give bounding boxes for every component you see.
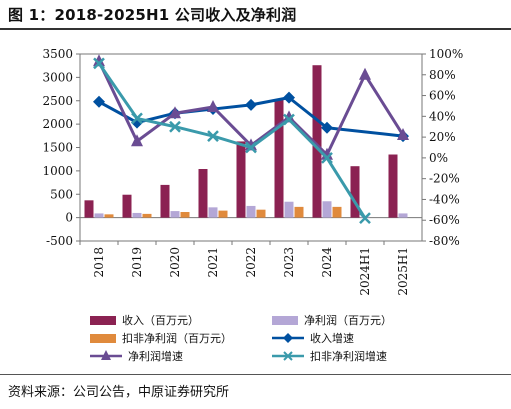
bar-2-2023 — [294, 206, 304, 218]
right-axis-tick-label: 60% — [429, 89, 456, 103]
left-axis-tick-label: 3500 — [42, 47, 73, 61]
bar-2-2021 — [218, 210, 228, 218]
left-axis-tick-label: 0 — [65, 211, 73, 225]
legend-label: 净利润增速 — [128, 350, 183, 363]
bar-2-2022 — [256, 209, 266, 218]
x-axis-category-label: 2021 — [206, 247, 220, 278]
line-1-point — [359, 67, 371, 80]
bar-1-2020 — [170, 211, 180, 218]
legend-swatch — [90, 350, 122, 362]
bar-0-2024H1 — [350, 166, 360, 218]
line-1-point — [283, 110, 295, 123]
bar-1-2023 — [284, 201, 294, 218]
line-0-point — [283, 91, 295, 104]
left-axis-tick-label: -500 — [46, 234, 73, 248]
bar-0-2018 — [84, 200, 94, 218]
right-axis-tick-label: 80% — [429, 68, 456, 82]
bar-2-2019 — [142, 213, 152, 218]
line-1-point — [397, 128, 409, 141]
line-2-point — [321, 152, 333, 164]
left-axis-tick-label: 500 — [50, 187, 73, 201]
bar-0-2020 — [160, 184, 170, 218]
left-axis-tick-label: 1000 — [42, 164, 73, 178]
legend-swatch — [90, 333, 116, 343]
legend-item: 收入增速 — [272, 330, 354, 346]
line-2-point — [131, 112, 143, 125]
line-2 — [97, 62, 367, 219]
line-2-point — [245, 141, 257, 154]
bar-1-2021 — [208, 207, 218, 218]
line-1-point — [131, 134, 143, 147]
right-axis-tick-label: -60% — [429, 213, 460, 227]
bar-0-2025H1 — [388, 154, 398, 218]
bar-2-2018 — [104, 214, 114, 218]
x-axis-category-label: 2025H1 — [396, 247, 410, 296]
x-axis-category-label: 2024 — [320, 247, 334, 278]
line-1-point — [207, 99, 219, 112]
line-0-point — [321, 121, 333, 134]
bar-1-2025H1 — [398, 213, 408, 218]
left-axis-tick-label: 2000 — [42, 117, 73, 131]
x-axis-category-label: 2022 — [244, 247, 258, 278]
x-axis-category-label: 2024H1 — [358, 247, 372, 296]
bar-1-2022 — [246, 205, 256, 218]
legend-item: 扣非净利润增速 — [272, 348, 387, 364]
legend-item: 扣非净利润（百万元） — [90, 330, 232, 346]
chart-title: 图 1：2018-2025H1 公司收入及净利润 — [8, 6, 297, 24]
bar-2-2024 — [332, 206, 342, 218]
left-axis-tick-label: 3000 — [42, 70, 73, 84]
right-axis-tick-label: 100% — [429, 47, 463, 61]
line-2-point — [359, 212, 371, 225]
bar-2-2020 — [180, 212, 190, 218]
legend-item: 收入（百万元） — [90, 312, 199, 328]
line-0-point — [93, 95, 105, 108]
legend-swatch — [272, 350, 304, 362]
legend-item: 净利润（百万元） — [272, 312, 392, 328]
x-axis-category-label: 2018 — [92, 247, 106, 278]
right-axis-tick-label: -80% — [429, 234, 460, 248]
chart: -500 0 500 1000 1500 2000 2500 3000 3500 -80% -60%… — [42, 47, 463, 296]
legend-label: 扣非净利润增速 — [310, 350, 387, 363]
bar-0-2024 — [312, 65, 322, 218]
left-axis-tick-label: 1500 — [42, 141, 73, 155]
bar-0-2022 — [236, 141, 246, 218]
x-axis-category-label: 2019 — [130, 247, 144, 278]
legend-item: 净利润增速 — [90, 348, 183, 364]
legend-swatch — [272, 332, 304, 344]
right-axis-tick-label: -20% — [429, 172, 460, 186]
legend-label: 净利润（百万元） — [304, 314, 392, 327]
right-axis-tick-label: 40% — [429, 109, 456, 123]
bar-1-2019 — [132, 212, 142, 218]
right-axis-tick-label: 0% — [429, 151, 448, 165]
left-axis-tick-label: 2500 — [42, 94, 73, 108]
bar-0-2019 — [122, 194, 132, 218]
bar-0-2021 — [198, 169, 208, 218]
line-2-point — [207, 130, 219, 142]
line-1-point — [169, 106, 181, 119]
right-axis-tick-label: -40% — [429, 192, 460, 206]
legend-swatch — [272, 315, 298, 325]
line-2-point — [93, 57, 105, 70]
legend-swatch — [90, 315, 116, 325]
line-2-point — [283, 113, 295, 126]
title-divider — [0, 28, 511, 30]
line-1-point — [93, 54, 105, 67]
legend-label: 收入（百万元） — [122, 314, 199, 327]
bar-1-2018 — [94, 213, 104, 218]
legend-label: 收入增速 — [310, 332, 354, 345]
bar-1-2024 — [322, 201, 332, 218]
bar-0-2023 — [274, 99, 284, 218]
source-divider — [0, 374, 511, 375]
x-axis-category-label: 2023 — [282, 247, 296, 278]
line-2-point — [169, 120, 181, 133]
chart-legend: 收入（百万元） 净利润（百万元） 扣非净利润（百万元） 收入增速净利润增速 扣非净利润增… — [0, 308, 511, 370]
legend-label: 扣非净利润（百万元） — [122, 332, 232, 345]
source-note: 资料来源：公司公告，中原证券研究所 — [8, 385, 230, 400]
right-axis-tick-label: 20% — [429, 130, 456, 144]
line-0-point — [245, 98, 257, 111]
x-axis-category-label: 2020 — [168, 247, 182, 278]
